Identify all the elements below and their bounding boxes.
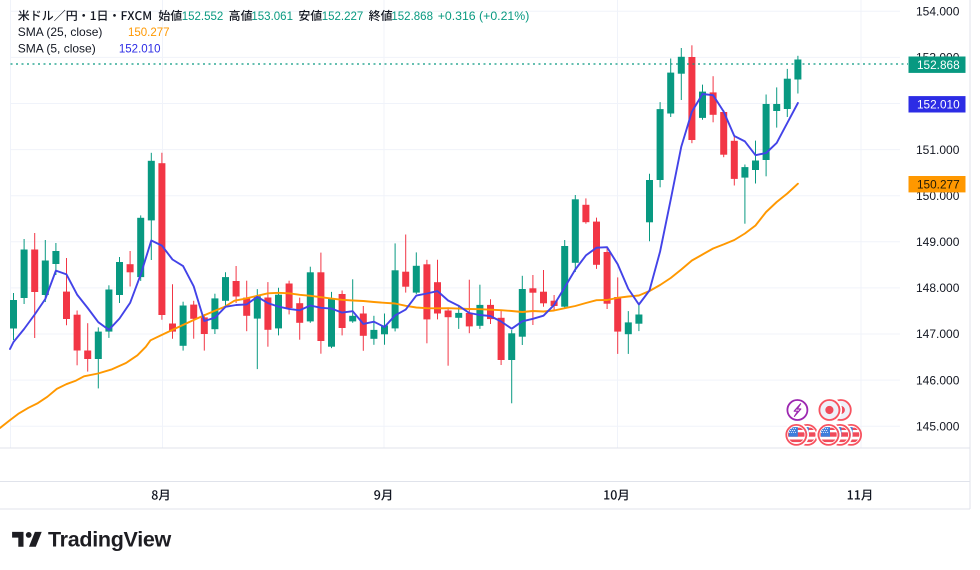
svg-text:152.010: 152.010 [119, 43, 161, 55]
svg-text:TradingView: TradingView [48, 528, 172, 552]
svg-text:151.000: 151.000 [916, 143, 960, 157]
svg-text:147.000: 147.000 [916, 327, 960, 341]
svg-text:153.061: 153.061 [251, 11, 293, 23]
svg-text:152.010: 152.010 [917, 98, 960, 112]
svg-text:152.552: 152.552 [182, 11, 224, 23]
svg-text:149.000: 149.000 [916, 235, 960, 249]
svg-text:SMA (5, close): SMA (5, close) [18, 41, 96, 55]
svg-text:152.868: 152.868 [391, 11, 433, 23]
svg-text:150.277: 150.277 [128, 27, 170, 39]
svg-text:150.277: 150.277 [917, 177, 960, 191]
svg-text:SMA (25, close): SMA (25, close) [18, 25, 103, 39]
svg-text:148.000: 148.000 [916, 281, 960, 295]
svg-text:146.000: 146.000 [916, 373, 960, 387]
svg-text:152.227: 152.227 [322, 11, 364, 23]
svg-text:152.868: 152.868 [917, 58, 960, 72]
svg-text:154.000: 154.000 [916, 5, 960, 19]
svg-text:+0.316 (+0.21%): +0.316 (+0.21%) [438, 9, 530, 23]
svg-text:145.000: 145.000 [916, 419, 960, 433]
